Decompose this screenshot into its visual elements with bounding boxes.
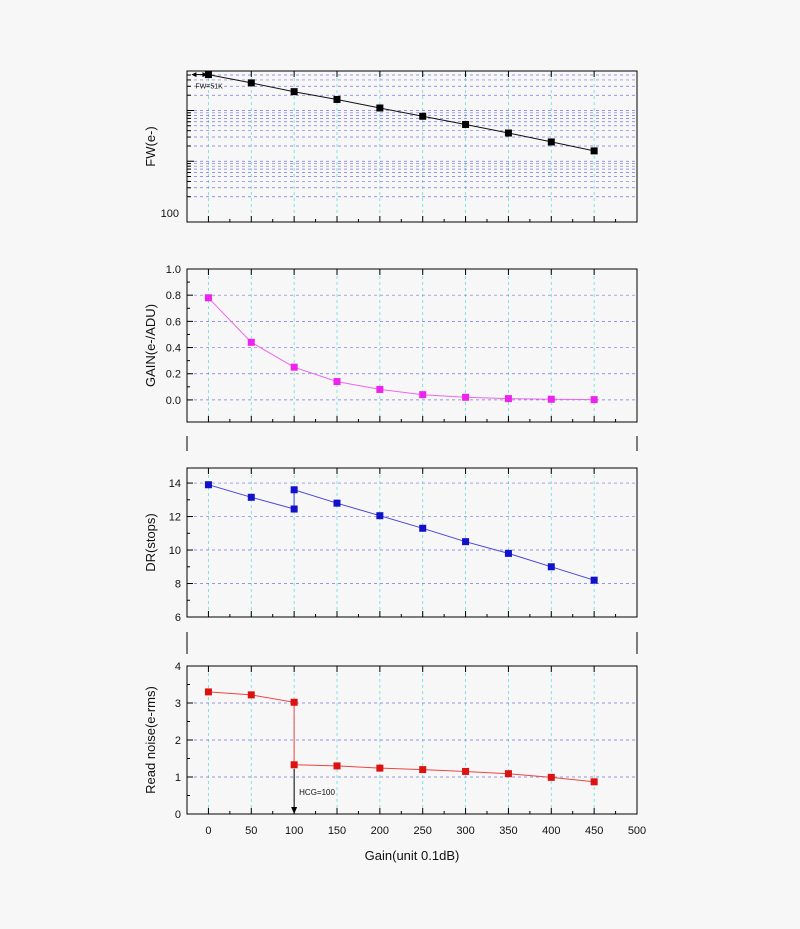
y-tick-label: 0 — [175, 809, 181, 821]
data-point — [462, 393, 470, 401]
x-tick-label: 350 — [499, 825, 517, 837]
data-point — [590, 576, 598, 584]
data-point — [247, 79, 255, 87]
annotation-label: FW=51K — [195, 84, 223, 91]
panel-0 — [186, 70, 638, 223]
x-tick-label: 450 — [585, 825, 603, 837]
y-axis-label: DR(stops) — [143, 513, 158, 572]
x-tick-label: 0 — [205, 825, 211, 837]
data-point — [290, 698, 298, 706]
series-line — [208, 691, 595, 783]
y-tick-label: 0.0 — [166, 395, 181, 407]
y-tick-label: 0.2 — [166, 369, 181, 381]
data-point — [333, 95, 341, 103]
data-point — [504, 549, 512, 557]
x-tick-label: 50 — [245, 825, 257, 837]
y-tick-label: 4 — [175, 661, 181, 673]
y-tick-label: 1 — [175, 772, 181, 784]
y-tick-label: 10 — [169, 545, 181, 557]
x-tick-label: 300 — [456, 825, 474, 837]
annotation-label: HCG=100 — [299, 788, 335, 797]
y-axis-label: Read noise(e-rms) — [143, 686, 158, 794]
data-point — [590, 396, 598, 404]
data-point — [419, 112, 427, 120]
data-point — [290, 486, 298, 494]
y-tick-label: 12 — [169, 512, 181, 524]
data-point — [419, 524, 427, 532]
panel-1 — [186, 268, 638, 423]
x-axis-label: Gain(unit 0.1dB) — [365, 848, 460, 863]
panel-frame — [186, 467, 638, 618]
panel-frame — [186, 665, 638, 815]
data-point — [504, 770, 512, 778]
data-point — [376, 512, 384, 520]
data-point — [419, 391, 427, 399]
data-point — [247, 691, 255, 699]
y-axis-label: FW(e-) — [143, 126, 158, 166]
data-point — [290, 505, 298, 513]
y-tick-label: 14 — [169, 478, 181, 490]
data-point — [290, 761, 298, 769]
data-point — [204, 294, 212, 302]
data-point — [290, 363, 298, 371]
series-line — [208, 74, 595, 152]
data-point — [290, 88, 298, 96]
data-point — [376, 385, 384, 393]
y-tick-label: 2 — [175, 735, 181, 747]
data-point — [247, 338, 255, 346]
data-point — [590, 147, 598, 155]
data-point — [333, 762, 341, 770]
data-point — [204, 688, 212, 696]
panel-3 — [186, 665, 638, 815]
y-tick-label: 0.4 — [166, 343, 181, 355]
data-point — [419, 766, 427, 774]
data-point — [204, 481, 212, 489]
data-point — [547, 138, 555, 146]
panel-frame — [186, 70, 638, 223]
x-tick-label: 100 — [285, 825, 303, 837]
y-tick-label: 0.6 — [166, 316, 181, 328]
data-point — [547, 773, 555, 781]
data-point — [504, 129, 512, 137]
x-tick-label: 400 — [542, 825, 560, 837]
y-tick-label: 6 — [175, 612, 181, 624]
y-axis-label: GAIN(e-/ADU) — [143, 304, 158, 387]
data-point — [547, 563, 555, 571]
data-point — [376, 764, 384, 772]
x-tick-label: 250 — [414, 825, 432, 837]
annotation-arrowhead — [202, 72, 208, 78]
data-point — [204, 71, 212, 79]
panel-frame — [186, 268, 638, 423]
series-line — [208, 484, 595, 581]
annotation-arrowhead — [191, 72, 197, 78]
data-point — [462, 538, 470, 546]
data-point — [590, 778, 598, 786]
data-point — [462, 767, 470, 775]
data-point — [462, 120, 470, 128]
data-point — [376, 104, 384, 112]
y-tick-label: 100 — [161, 208, 179, 220]
x-tick-label: 200 — [371, 825, 389, 837]
panel-2 — [186, 467, 638, 618]
data-point — [547, 395, 555, 403]
annotation-arrowhead — [291, 807, 298, 814]
data-point — [247, 493, 255, 501]
y-tick-label: 0.8 — [166, 290, 181, 302]
y-tick-label: 3 — [175, 698, 181, 710]
data-point — [504, 395, 512, 403]
x-tick-label: 500 — [628, 825, 646, 837]
series-line — [208, 297, 595, 401]
x-tick-label: 150 — [328, 825, 346, 837]
y-tick-label: 1.0 — [166, 264, 181, 276]
data-point — [333, 378, 341, 386]
y-tick-label: 8 — [175, 579, 181, 591]
data-point — [333, 499, 341, 507]
